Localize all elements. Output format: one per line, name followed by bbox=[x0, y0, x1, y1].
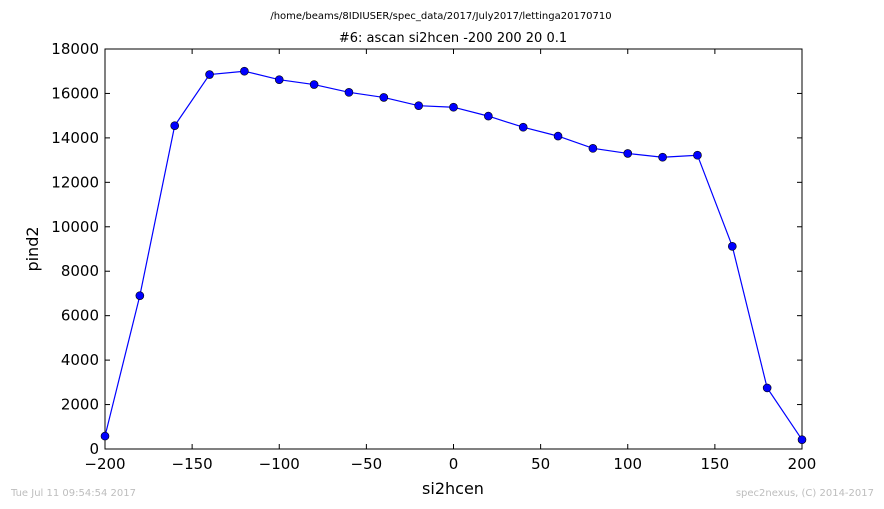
chart-suptitle: /home/beams/8IDIUSER/spec_data/2017/July… bbox=[270, 11, 611, 22]
x-tick-label: 0 bbox=[449, 455, 459, 473]
data-point bbox=[762, 383, 772, 393]
data-point bbox=[170, 121, 179, 130]
y-tick-label: 10000 bbox=[51, 218, 99, 236]
y-tick-label: 4000 bbox=[61, 351, 99, 369]
y-tick-label: 6000 bbox=[61, 307, 99, 325]
data-point bbox=[344, 88, 354, 97]
x-axis-label: si2hcen bbox=[422, 479, 484, 498]
x-tick-label: 100 bbox=[613, 455, 642, 473]
x-tick-label: −200 bbox=[84, 455, 125, 473]
data-point bbox=[553, 131, 563, 141]
data-point bbox=[449, 102, 458, 112]
data-point bbox=[414, 101, 423, 110]
data-point bbox=[205, 70, 214, 79]
data-point bbox=[309, 80, 319, 89]
data-point bbox=[727, 242, 737, 251]
data-point bbox=[588, 144, 598, 153]
y-tick-label: 0 bbox=[89, 440, 99, 458]
timestamp-footer: Tue Jul 11 09:54:54 2017 bbox=[11, 488, 136, 499]
data-point bbox=[240, 66, 249, 76]
series-line bbox=[104, 70, 803, 441]
x-tick-label: −50 bbox=[351, 455, 383, 473]
data-point bbox=[797, 435, 807, 444]
data-point bbox=[379, 93, 389, 102]
y-tick-label: 18000 bbox=[51, 40, 99, 58]
data-point bbox=[274, 75, 284, 84]
y-tick-label: 2000 bbox=[61, 396, 99, 414]
x-tick-label: −150 bbox=[172, 455, 213, 473]
y-tick-label: 16000 bbox=[51, 84, 99, 102]
data-point bbox=[623, 149, 633, 158]
data-point bbox=[518, 122, 528, 132]
x-tick-label: 150 bbox=[701, 455, 730, 473]
credit-footer: spec2nexus, (C) 2014-2017 bbox=[735, 488, 874, 499]
data-point bbox=[658, 152, 667, 162]
x-tick-label: 50 bbox=[531, 455, 550, 473]
data-point bbox=[135, 291, 145, 300]
chart-title: #6: ascan si2hcen -200 200 20 0.1 bbox=[339, 31, 567, 46]
data-point bbox=[484, 111, 493, 121]
x-tick-label: 200 bbox=[788, 455, 817, 473]
y-tick-label: 14000 bbox=[51, 129, 99, 147]
y-axis-label: pind2 bbox=[23, 226, 42, 271]
y-tick-label: 12000 bbox=[51, 173, 99, 191]
x-tick-label: −100 bbox=[259, 455, 300, 473]
y-tick-label: 8000 bbox=[61, 262, 99, 280]
data-point bbox=[693, 150, 702, 160]
data-point bbox=[100, 431, 110, 441]
